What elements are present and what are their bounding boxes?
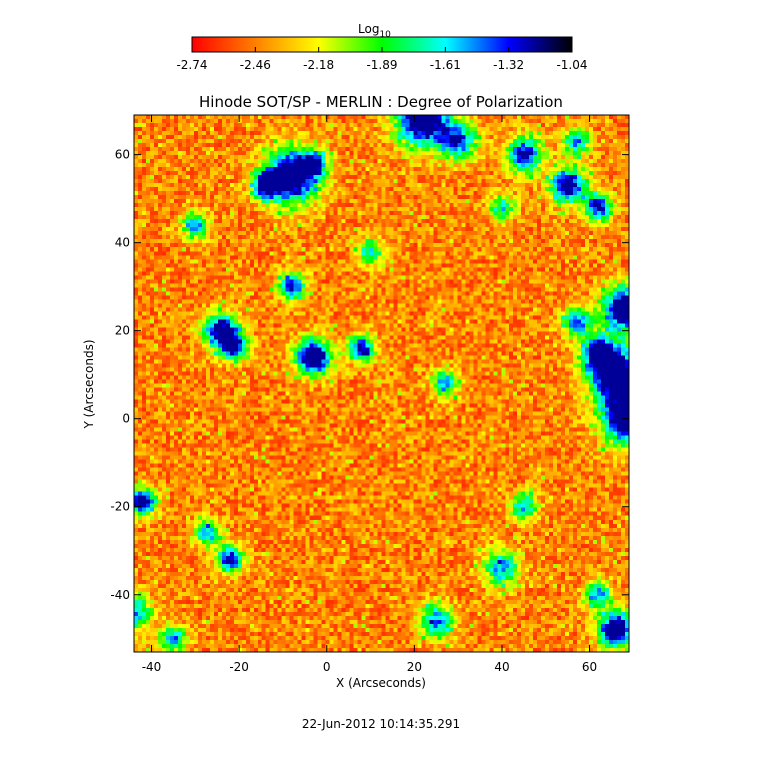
- x-tick-label: -40: [142, 660, 162, 674]
- x-axis-ticks: -40 -20 0 20 40 60: [142, 115, 597, 674]
- heatmap-image: [134, 115, 629, 652]
- colorbar-tick-label: -1.61: [430, 58, 461, 72]
- chart-title: Hinode SOT/SP - MERLIN : Degree of Polar…: [199, 93, 563, 111]
- colorbar-title: Log10: [358, 22, 391, 40]
- y-tick-label: 20: [115, 324, 130, 338]
- x-tick-label: -20: [229, 660, 249, 674]
- y-tick-label: -40: [110, 588, 130, 602]
- x-axis-label: X (Arcseconds): [336, 676, 426, 690]
- colorbar-tick-label: -1.04: [556, 58, 587, 72]
- y-tick-label: 40: [115, 236, 130, 250]
- heatmap-raster: [134, 115, 629, 652]
- colorbar-ticks: -2.74 -2.46 -2.18 -1.89 -1.61 -1.32 -1.04: [176, 47, 588, 72]
- colorbar-tick-label: -2.46: [240, 58, 271, 72]
- timestamp: 22-Jun-2012 10:14:35.291: [302, 717, 460, 731]
- y-tick-label: 0: [122, 412, 130, 426]
- y-tick-label: 60: [115, 148, 130, 162]
- plot-frame: [133, 114, 630, 653]
- x-tick-label: 20: [407, 660, 422, 674]
- y-axis-label: Y (Arcseconds): [82, 339, 96, 429]
- y-axis-ticks: -40 -20 0 20 40 60: [110, 148, 629, 602]
- colorbar-tick-label: -1.89: [366, 58, 397, 72]
- x-tick-label: 40: [494, 660, 509, 674]
- x-tick-label: 60: [582, 660, 597, 674]
- colorbar-tick-label: -2.18: [303, 58, 334, 72]
- y-tick-label: -20: [110, 500, 130, 514]
- x-tick-label: 0: [323, 660, 331, 674]
- colorbar-tick-label: -1.32: [493, 58, 524, 72]
- colorbar-tick-label: -2.74: [176, 58, 207, 72]
